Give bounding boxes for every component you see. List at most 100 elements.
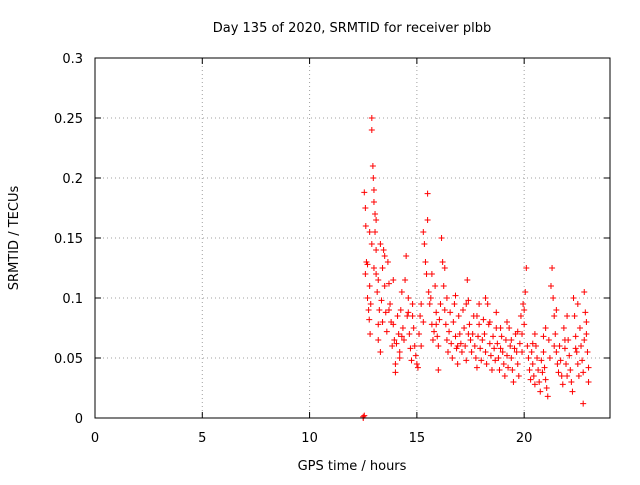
data-point [535, 367, 542, 373]
data-point [399, 325, 406, 331]
data-point [574, 361, 581, 367]
data-point [531, 331, 538, 337]
data-point [538, 357, 545, 364]
y-tick-label: 0.15 [54, 232, 83, 247]
data-point [488, 367, 495, 373]
data-point [574, 301, 581, 307]
data-point [440, 283, 447, 289]
data-point [392, 369, 399, 376]
data-point [467, 337, 474, 343]
data-point [372, 229, 379, 235]
data-point [375, 277, 382, 283]
data-point [551, 313, 558, 319]
data-point [457, 340, 464, 347]
data-point [443, 295, 450, 301]
data-point [393, 340, 400, 347]
data-point [520, 301, 527, 307]
data-point [441, 265, 448, 271]
data-point [446, 328, 453, 335]
data-point [465, 331, 472, 337]
data-point [585, 364, 592, 371]
data-point [572, 345, 579, 352]
data-point [422, 259, 429, 265]
data-point [516, 340, 523, 347]
data-point [527, 376, 534, 383]
data-point [427, 295, 434, 301]
data-point [487, 352, 494, 359]
tick-layer: 0 5 10 15 20 0 0.05 0.1 0.15 0.2 0.25 0.3 [54, 52, 610, 446]
data-point [390, 321, 397, 328]
data-point [367, 331, 374, 337]
data-point [461, 325, 468, 331]
data-point [497, 325, 504, 331]
x-axis-label: GPS time / hours [298, 459, 407, 474]
data-marks [360, 115, 592, 421]
data-point [579, 357, 586, 364]
data-point [541, 364, 548, 371]
data-point [522, 289, 529, 295]
data-point [508, 355, 515, 361]
data-point [404, 313, 411, 319]
data-point [531, 381, 538, 388]
data-point [528, 349, 535, 355]
data-point [383, 328, 390, 335]
data-point [493, 309, 500, 316]
data-point [568, 379, 575, 385]
data-point [365, 307, 372, 313]
data-point [389, 343, 396, 349]
data-point [366, 316, 373, 323]
data-point [402, 277, 409, 283]
x-tick-label: 0 [91, 431, 99, 446]
y-tick-label: 0.05 [54, 352, 83, 367]
data-point [411, 343, 418, 349]
chart-title: Day 135 of 2020, SRMTID for receiver plb… [213, 21, 492, 36]
data-point [508, 337, 515, 343]
data-point [480, 316, 487, 323]
data-point [432, 283, 439, 289]
data-point [544, 393, 551, 400]
data-point [475, 333, 482, 340]
data-point [490, 333, 497, 340]
data-point [370, 175, 377, 181]
data-point [491, 345, 498, 352]
data-point [511, 345, 518, 352]
y-tick-label: 0.2 [62, 172, 83, 187]
data-point [584, 349, 591, 355]
data-point [433, 321, 440, 328]
data-point [413, 361, 420, 367]
data-point [373, 271, 380, 277]
data-point [499, 349, 506, 355]
data-point [410, 325, 417, 331]
x-tick-label: 20 [516, 431, 533, 446]
data-point [529, 340, 536, 347]
data-point [412, 352, 419, 359]
data-point [362, 223, 369, 229]
data-point [507, 343, 514, 349]
data-point [368, 241, 375, 247]
data-point [420, 229, 427, 235]
data-point [423, 271, 430, 277]
data-point [368, 127, 375, 133]
data-point [555, 369, 562, 376]
data-point [504, 319, 510, 325]
data-point [376, 307, 383, 313]
data-point [362, 205, 369, 211]
data-point [374, 289, 381, 295]
data-point [378, 297, 385, 304]
data-point [540, 349, 547, 355]
data-point [403, 253, 410, 259]
data-point [465, 297, 472, 304]
data-point [407, 345, 414, 352]
data-point [381, 283, 388, 289]
data-point [483, 361, 490, 367]
data-point [582, 309, 589, 316]
data-point [416, 331, 423, 337]
data-point [454, 343, 461, 349]
data-point [424, 190, 431, 197]
data-point [532, 343, 539, 349]
data-point [361, 189, 368, 196]
data-point [367, 301, 374, 307]
data-point [547, 283, 554, 289]
